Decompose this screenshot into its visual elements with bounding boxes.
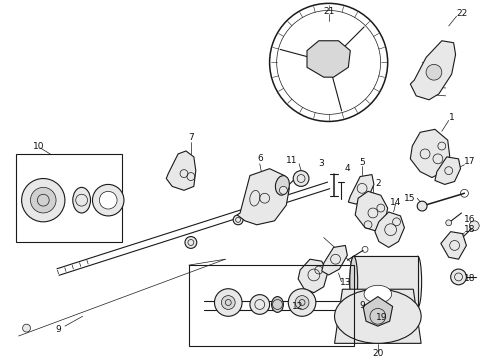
Circle shape	[93, 184, 124, 216]
Polygon shape	[322, 246, 347, 275]
Text: 18: 18	[465, 274, 476, 283]
Circle shape	[279, 186, 287, 194]
Polygon shape	[410, 129, 450, 177]
Ellipse shape	[250, 190, 260, 206]
Polygon shape	[237, 169, 289, 225]
Polygon shape	[435, 157, 461, 184]
Text: 3: 3	[318, 159, 324, 168]
Text: 22: 22	[457, 9, 468, 18]
Circle shape	[221, 296, 235, 309]
Ellipse shape	[414, 256, 421, 307]
Circle shape	[185, 237, 197, 248]
Polygon shape	[375, 212, 404, 247]
Polygon shape	[335, 289, 421, 343]
Text: 10: 10	[33, 141, 45, 150]
Ellipse shape	[350, 256, 358, 307]
Ellipse shape	[275, 176, 290, 195]
Text: 7: 7	[188, 133, 194, 142]
Ellipse shape	[271, 297, 283, 312]
Text: 19: 19	[376, 313, 388, 322]
Text: 14: 14	[390, 198, 401, 207]
Text: 4: 4	[344, 164, 350, 173]
Text: 9: 9	[359, 301, 365, 310]
Circle shape	[215, 289, 242, 316]
Text: 9: 9	[55, 325, 61, 334]
Circle shape	[426, 64, 442, 80]
Circle shape	[302, 301, 310, 309]
Text: 6: 6	[257, 154, 263, 163]
Polygon shape	[410, 41, 456, 100]
Circle shape	[30, 187, 56, 213]
Text: 12: 12	[292, 302, 304, 311]
Text: 15: 15	[404, 194, 415, 203]
Polygon shape	[363, 297, 392, 326]
Text: 16: 16	[465, 215, 476, 224]
Ellipse shape	[73, 187, 91, 213]
Circle shape	[99, 191, 117, 209]
Circle shape	[250, 294, 270, 314]
Circle shape	[469, 221, 479, 231]
Circle shape	[288, 289, 316, 316]
Circle shape	[22, 179, 65, 222]
Polygon shape	[307, 41, 350, 77]
Polygon shape	[166, 151, 196, 190]
Text: 20: 20	[372, 349, 384, 358]
Text: 11: 11	[286, 156, 297, 165]
Circle shape	[319, 53, 339, 72]
Text: 13: 13	[340, 278, 351, 287]
Circle shape	[451, 269, 466, 285]
Bar	[189, 265, 354, 346]
Circle shape	[295, 296, 309, 309]
Text: 5: 5	[359, 158, 365, 167]
Circle shape	[293, 171, 309, 186]
Polygon shape	[355, 191, 388, 231]
Ellipse shape	[335, 289, 421, 343]
Text: 17: 17	[465, 157, 476, 166]
Circle shape	[23, 324, 30, 332]
Polygon shape	[348, 175, 374, 204]
Ellipse shape	[364, 285, 392, 303]
Polygon shape	[298, 259, 328, 293]
Text: 18: 18	[465, 225, 476, 234]
Bar	[354, 256, 417, 307]
Text: 1: 1	[449, 113, 454, 122]
Polygon shape	[441, 231, 466, 259]
Circle shape	[233, 215, 243, 225]
Bar	[16, 154, 122, 243]
Text: 21: 21	[323, 7, 334, 16]
Circle shape	[446, 220, 452, 226]
Circle shape	[417, 201, 427, 211]
Polygon shape	[354, 256, 417, 307]
Ellipse shape	[350, 256, 358, 307]
Text: 2: 2	[375, 179, 381, 188]
